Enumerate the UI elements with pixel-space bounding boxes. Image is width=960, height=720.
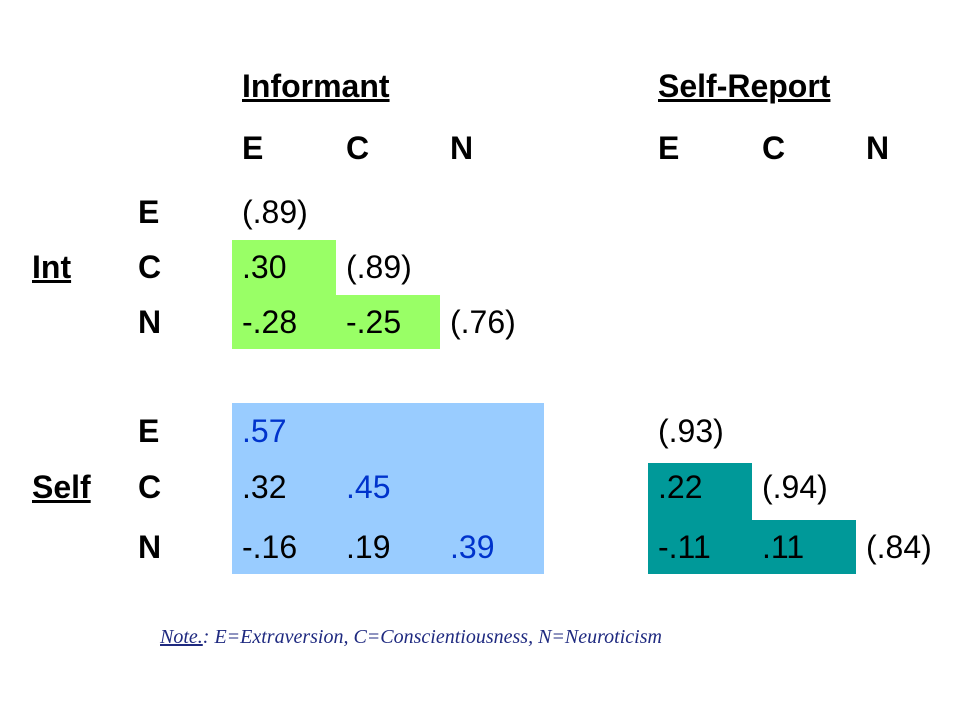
cell-int-n-inf-n: (.76): [450, 304, 516, 340]
cell-self-n-inf-e: -.16: [242, 529, 298, 565]
cell-self-c-self-c: (.94): [762, 469, 828, 505]
row-label-self-c: C: [138, 469, 162, 505]
col-self-e: E: [658, 130, 680, 166]
cell-int-e-inf-e: (.89): [242, 194, 308, 230]
row-label-int-n: N: [138, 304, 162, 340]
row-label-int-e: E: [138, 194, 160, 230]
cell-self-n-inf-c: .19: [346, 529, 391, 565]
footnote: Note.: E=Extraversion, C=Conscientiousne…: [160, 626, 662, 649]
cell-int-c-inf-c: (.89): [346, 249, 412, 285]
cell-self-c-self-e: .22: [658, 469, 703, 505]
cell-self-n-self-e: -.11: [658, 529, 711, 565]
group-label-self: Self: [32, 469, 91, 505]
cell-self-e-inf-e: .57: [242, 413, 287, 449]
green-block-bottom: [232, 295, 440, 349]
cell-int-c-inf-e: .30: [242, 249, 287, 285]
row-label-self-e: E: [138, 413, 160, 449]
cell-int-n-inf-c: -.25: [346, 304, 402, 340]
cell-int-n-inf-e: -.28: [242, 304, 298, 340]
group-label-int: Int: [32, 249, 72, 285]
col-self-n: N: [866, 130, 890, 166]
row-label-int-c: C: [138, 249, 162, 285]
teal-block-top: [648, 463, 752, 520]
cell-self-n-self-n: (.84): [866, 529, 932, 565]
row-label-self-n: N: [138, 529, 162, 565]
teal-block-bottom: [648, 520, 856, 574]
footnote-label: Note.: [160, 626, 203, 648]
col-self-c: C: [762, 130, 786, 166]
cell-self-e-self-e: (.93): [658, 413, 724, 449]
cell-self-n-inf-n: .39: [450, 529, 495, 565]
cell-self-c-inf-e: .32: [242, 469, 287, 505]
blue-block: [232, 403, 544, 574]
col-informant-e: E: [242, 130, 264, 166]
green-block-top: [232, 240, 336, 296]
cell-self-c-inf-c: .45: [346, 469, 391, 505]
cell-self-n-self-c: .11: [762, 529, 805, 565]
footnote-text: : E=Extraversion, C=Conscientiousness, N…: [202, 626, 662, 648]
informant-header: Informant: [242, 68, 390, 104]
self-report-header: Self-Report: [658, 68, 831, 104]
col-informant-c: C: [346, 130, 370, 166]
col-informant-n: N: [450, 130, 474, 166]
